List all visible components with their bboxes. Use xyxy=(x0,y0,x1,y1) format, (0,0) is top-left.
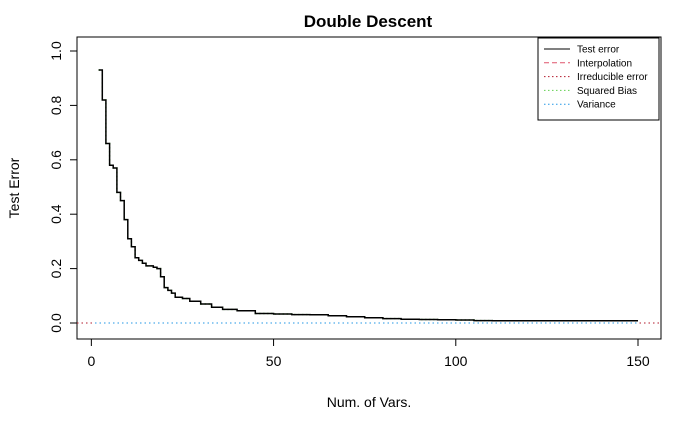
y-tick-label: 0.6 xyxy=(48,150,64,170)
y-tick-label: 0.8 xyxy=(48,95,64,115)
legend-label: Squared Bias xyxy=(577,86,637,97)
y-tick-label: 1.0 xyxy=(48,41,64,61)
y-axis: 0.0 0.2 0.4 0.6 0.8 1.0 xyxy=(48,41,78,333)
x-axis-title: Num. of Vars. xyxy=(327,394,412,410)
legend-label: Test error xyxy=(577,45,620,56)
x-tick-label: 0 xyxy=(87,353,95,369)
legend: Test error Interpolation Irreducible error… xyxy=(537,37,660,121)
series-layer xyxy=(77,69,661,324)
y-tick-label: 0.4 xyxy=(48,204,64,224)
y-tick-label: 0.2 xyxy=(48,259,64,279)
x-tick-label: 100 xyxy=(444,353,468,369)
chart-title: Double Descent xyxy=(304,12,433,31)
y-axis-title: Test Error xyxy=(6,157,22,218)
x-tick-label: 50 xyxy=(266,353,282,369)
test-error-line xyxy=(98,69,638,322)
x-tick-label: 150 xyxy=(626,353,650,369)
legend-box xyxy=(537,37,660,121)
y-tick-label: 0.0 xyxy=(48,313,64,333)
legend-label: Variance xyxy=(577,100,616,111)
legend-label: Interpolation xyxy=(577,58,632,69)
x-axis: 0 50 100 150 xyxy=(87,338,650,369)
legend-label: Irreducible error xyxy=(577,72,648,83)
